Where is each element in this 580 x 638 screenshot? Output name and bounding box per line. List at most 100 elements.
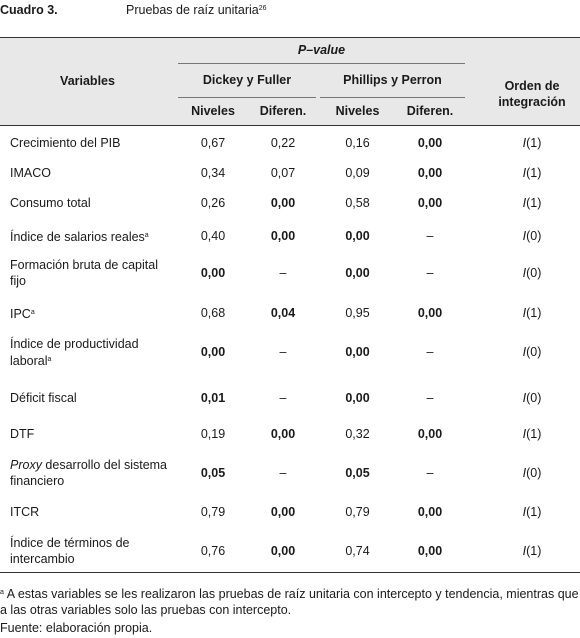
p-value: 0,00 [417, 427, 443, 441]
header-pvalue: P–value [297, 43, 346, 57]
p-value: 0,68 [200, 306, 226, 320]
variable-text: Consumo total [10, 196, 91, 210]
p-value: 0,00 [345, 391, 370, 405]
title-note: 26 [258, 5, 267, 12]
bottom-rule [0, 572, 580, 573]
header-bg [0, 37, 580, 125]
p-value: – [279, 345, 287, 359]
row-variable: Crecimiento del PIB [10, 123, 172, 163]
row-variable: DTF [10, 414, 172, 454]
header-rule [0, 125, 580, 126]
order: I (1) [522, 505, 542, 519]
p-value: 0,40 [200, 229, 226, 243]
footnote-text: A estas variables se les realizaron las … [0, 587, 579, 617]
p-value: – [426, 266, 434, 280]
p-value: – [426, 229, 434, 243]
p-value: 0,79 [200, 505, 226, 519]
row-variable: Consumo total [10, 183, 172, 223]
p-value: 0,00 [200, 345, 226, 359]
subheader: Diferen. [259, 104, 307, 118]
order: I (0) [522, 391, 542, 405]
p-value: 0,67 [200, 136, 226, 150]
p-value: – [279, 266, 287, 280]
row-variable: IPCa [10, 293, 172, 333]
footnote: a A estas variables se les realizaron la… [0, 585, 580, 618]
p-value: 0,00 [270, 427, 296, 441]
p-value: 0,00 [417, 136, 443, 150]
order: I (0) [522, 266, 542, 280]
p-value: 0,58 [345, 196, 370, 210]
p-value: 0,00 [270, 229, 296, 243]
p-value: 0,76 [200, 544, 226, 558]
variable-text: Índice de términos de intercambio [10, 536, 130, 566]
p-value: 0,95 [345, 306, 370, 320]
variable-text: Índice de salarios reales [10, 229, 145, 244]
row-variable: Índice de salarios realesa [10, 216, 172, 256]
p-value: – [279, 391, 287, 405]
p-value: 0,00 [417, 306, 443, 320]
p-value: 0,07 [270, 166, 296, 180]
p-value: 0,00 [270, 544, 296, 558]
order: I (0) [522, 345, 542, 359]
p-value: 0,05 [200, 466, 226, 480]
variable-note: a [47, 355, 52, 363]
p-value: 0,32 [345, 427, 370, 441]
p-value: – [426, 345, 434, 359]
source: Fuente: elaboración propia. [0, 621, 153, 635]
subheader: Diferen. [406, 104, 454, 118]
order: I (1) [522, 306, 542, 320]
group-header: Dickey y Fuller [202, 73, 292, 87]
variable-text: Formación bruta de capital fijo [10, 258, 158, 288]
p-value: 0,00 [417, 544, 443, 558]
variable-text: Crecimiento del PIB [10, 136, 121, 150]
variable-text: DTF [10, 427, 35, 441]
variable-text: IPC [10, 306, 31, 321]
p-value: 0,04 [270, 306, 296, 320]
p-value: 0,00 [417, 505, 443, 519]
p-value: 0,26 [200, 196, 226, 210]
p-value: 0,00 [200, 266, 226, 280]
p-value: 0,34 [200, 166, 226, 180]
variable-text: IMACO [10, 166, 51, 180]
row-variable: ITCR [10, 492, 172, 532]
order: I (1) [522, 196, 542, 210]
order: I (1) [522, 544, 542, 558]
p-value: 0,74 [345, 544, 370, 558]
p-value: 0,05 [345, 466, 370, 480]
rule [320, 97, 465, 98]
row-variable: IMACO [10, 153, 172, 193]
p-value: 0,22 [270, 136, 296, 150]
p-value: 0,79 [345, 505, 370, 519]
p-value: 0,19 [200, 427, 226, 441]
row-variable: Índice de productividad laborala [10, 332, 172, 372]
order: I (1) [522, 166, 542, 180]
p-value: 0,00 [345, 345, 370, 359]
p-value: 0,16 [345, 136, 370, 150]
rule [178, 63, 465, 64]
p-value: 0,00 [345, 229, 370, 243]
order: I (1) [522, 136, 542, 150]
rule [178, 97, 316, 98]
variable-text: Índice de productividad laboral [10, 336, 139, 368]
row-variable: Formación bruta de capital fijo [10, 253, 172, 293]
top-rule [0, 37, 580, 38]
p-value: 0,00 [417, 166, 443, 180]
subheader: Niveles [191, 104, 235, 118]
p-value: 0,00 [270, 196, 296, 210]
p-value: 0,01 [200, 391, 226, 405]
p-value: 0,09 [345, 166, 370, 180]
p-value: 0,00 [270, 505, 296, 519]
row-variable: Proxy desarrollo del sistema financiero [10, 453, 172, 493]
order: I (0) [522, 466, 542, 480]
header-order: Orden de integración [498, 79, 566, 109]
title-text: Pruebas de raíz unitaria [126, 3, 259, 17]
variable-note: a [30, 308, 35, 316]
header-variables: Variables [60, 74, 115, 88]
subheader: Niveles [335, 104, 380, 118]
table-label: Cuadro 3. [0, 3, 58, 17]
row-variable: Índice de términos de intercambio [10, 531, 172, 571]
order: I (1) [522, 427, 542, 441]
group-header: Phillips y Perron [343, 73, 442, 87]
variable-note: a [144, 231, 149, 239]
